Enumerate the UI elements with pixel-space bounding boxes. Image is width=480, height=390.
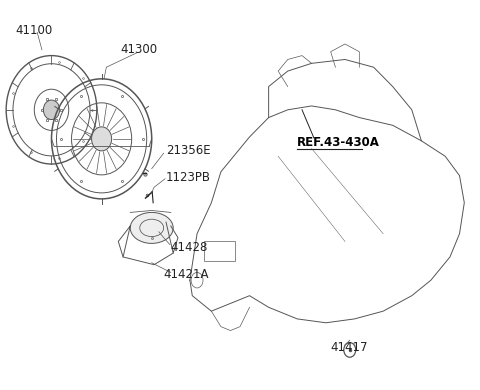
Bar: [204, 241, 235, 261]
Text: 21356E: 21356E: [166, 144, 211, 157]
Text: 41417: 41417: [331, 342, 368, 355]
Text: 41300: 41300: [120, 43, 158, 56]
Text: 41428: 41428: [171, 241, 208, 254]
Text: 41421A: 41421A: [164, 268, 209, 281]
Text: 1123PB: 1123PB: [166, 171, 211, 184]
Ellipse shape: [92, 127, 112, 151]
Text: 41100: 41100: [16, 24, 53, 37]
Ellipse shape: [130, 213, 173, 243]
Ellipse shape: [43, 100, 60, 120]
Text: REF.43-430A: REF.43-430A: [297, 136, 380, 149]
